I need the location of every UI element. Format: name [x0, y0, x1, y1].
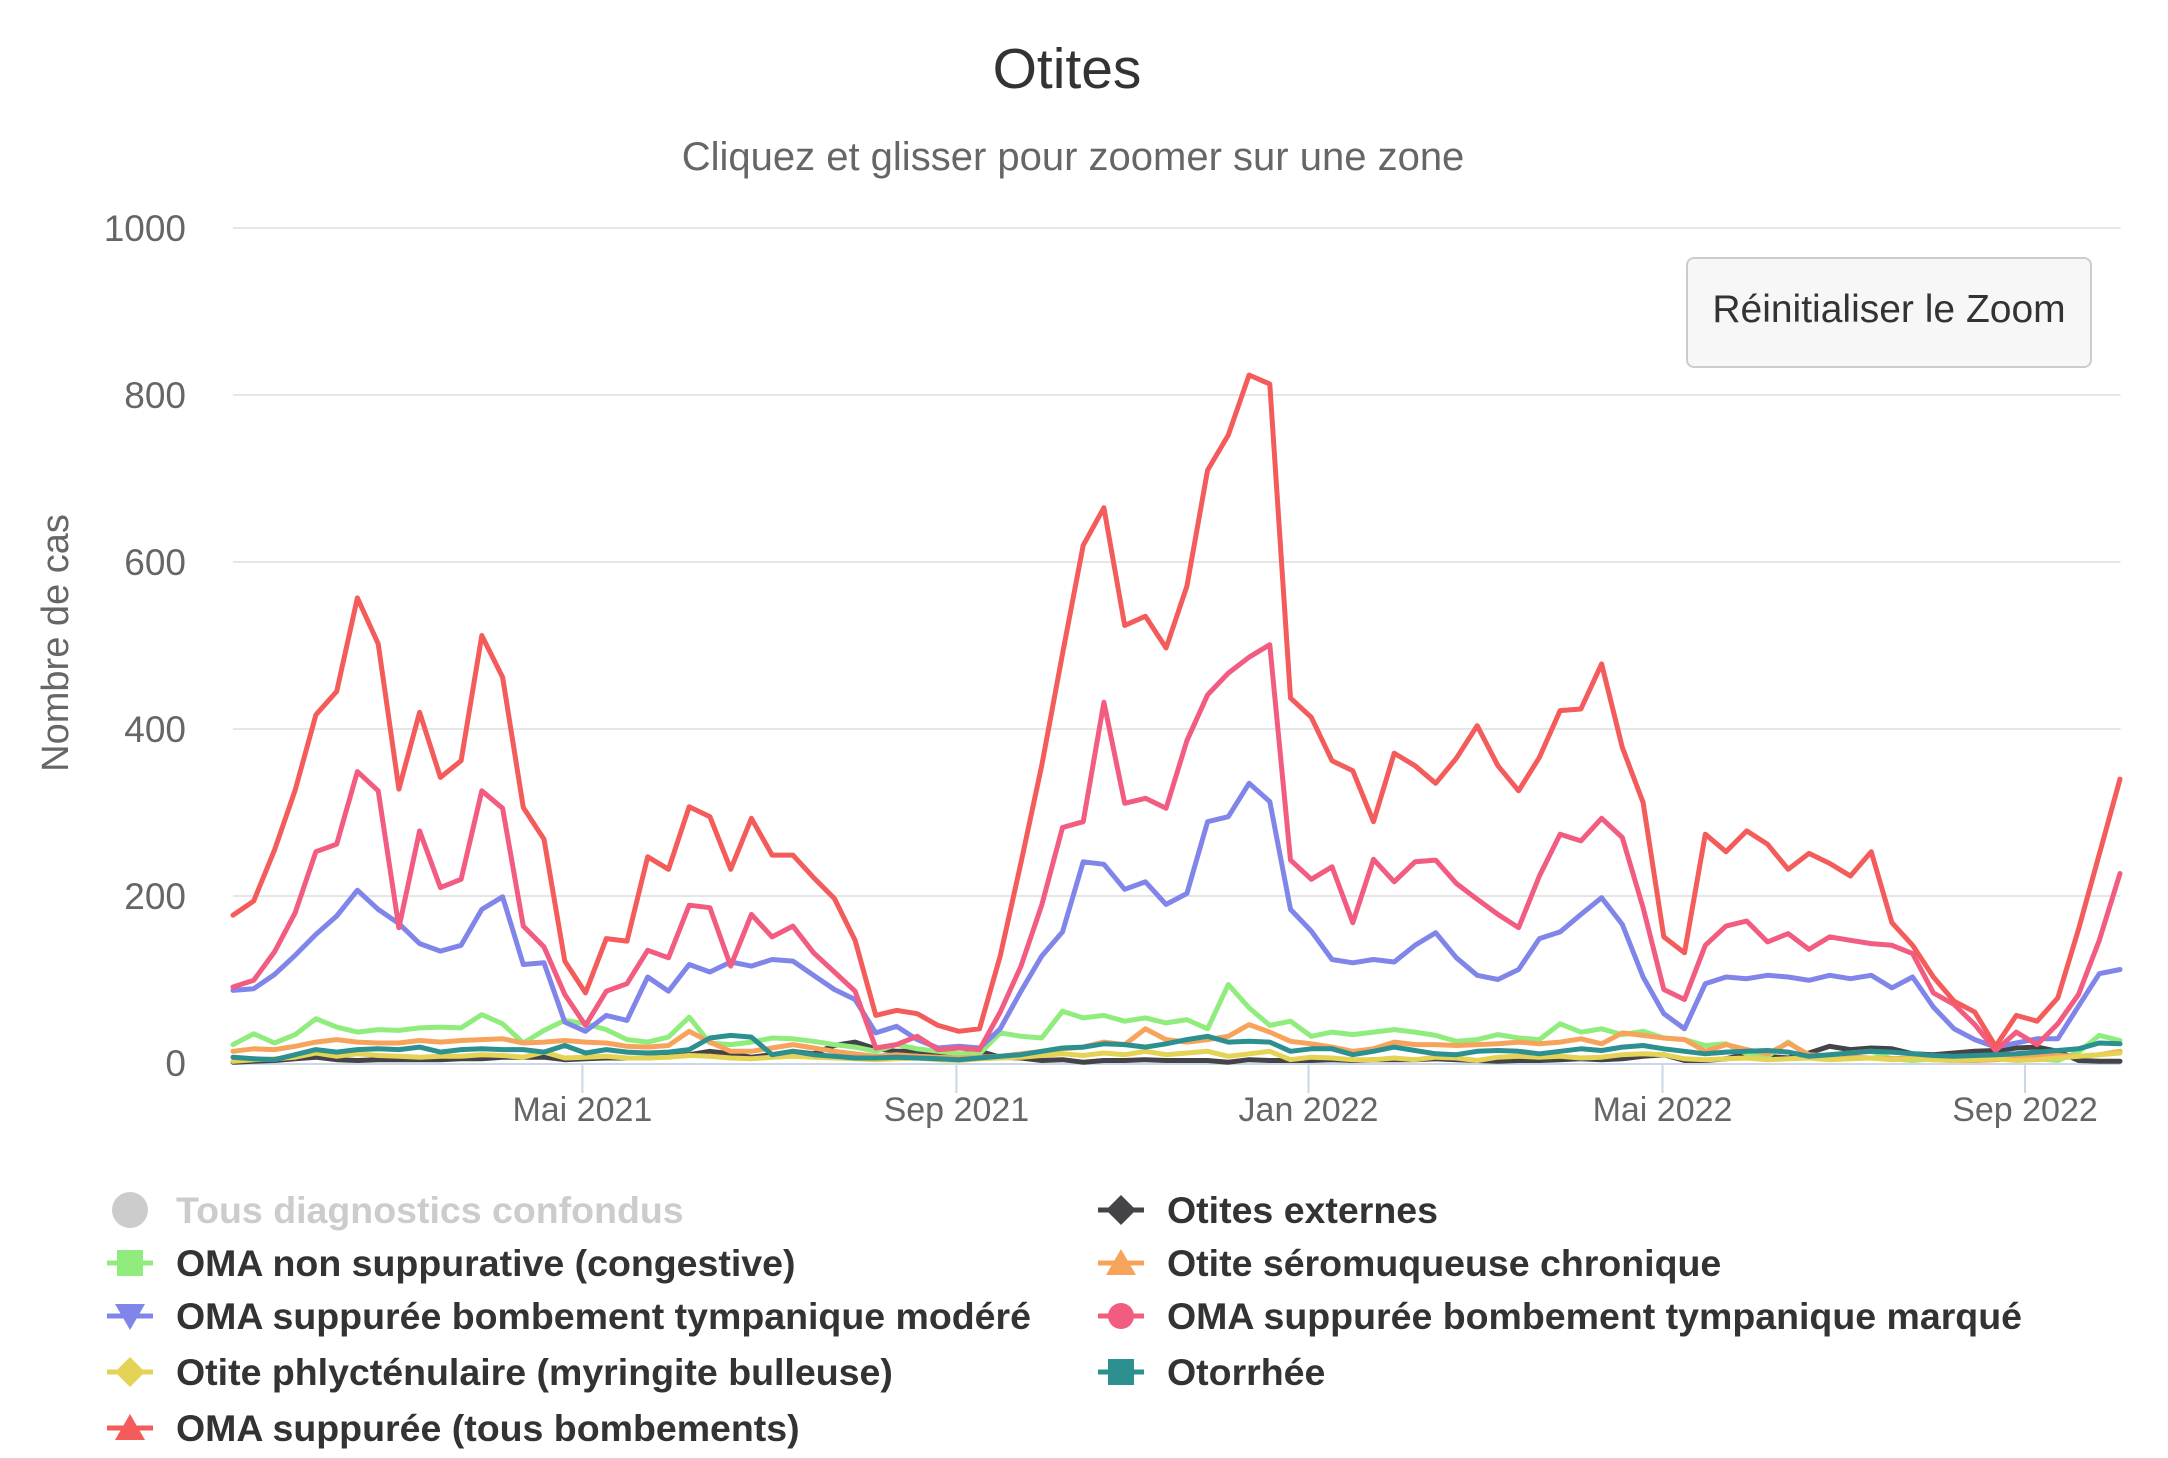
svg-text:OMA suppurée bombement tympani: OMA suppurée bombement tympanique marqué	[1167, 1295, 2022, 1337]
svg-text:OMA non suppurative (congestiv: OMA non suppurative (congestive)	[176, 1242, 796, 1284]
svg-text:Otites externes: Otites externes	[1167, 1189, 1438, 1231]
svg-text:Réinitialiser le Zoom: Réinitialiser le Zoom	[1712, 288, 2065, 331]
svg-text:Jan 2022: Jan 2022	[1239, 1091, 1379, 1129]
svg-text:OMA suppurée (tous bombements): OMA suppurée (tous bombements)	[176, 1407, 800, 1449]
svg-text:Sep 2021: Sep 2021	[884, 1091, 1030, 1129]
svg-text:Nombre de cas: Nombre de cas	[35, 514, 77, 772]
svg-text:800: 800	[124, 375, 186, 416]
svg-text:400: 400	[124, 709, 186, 750]
svg-text:Mai 2022: Mai 2022	[1593, 1091, 1733, 1129]
svg-text:1000: 1000	[104, 208, 186, 249]
svg-text:600: 600	[124, 542, 186, 583]
svg-text:Mai 2021: Mai 2021	[512, 1091, 652, 1129]
svg-text:OMA suppurée bombement tympani: OMA suppurée bombement tympanique modéré	[176, 1295, 1031, 1337]
svg-text:0: 0	[165, 1043, 186, 1084]
svg-text:Cliquez et glisser pour zoomer: Cliquez et glisser pour zoomer sur une z…	[682, 135, 1465, 179]
svg-text:Sep 2022: Sep 2022	[1952, 1091, 2098, 1129]
svg-text:Otite phlycténulaire (myringit: Otite phlycténulaire (myringite bulleuse…	[176, 1351, 893, 1393]
svg-text:Otite séromuqueuse chronique: Otite séromuqueuse chronique	[1167, 1242, 1721, 1284]
svg-text:Tous diagnostics confondus: Tous diagnostics confondus	[176, 1189, 684, 1231]
svg-text:200: 200	[124, 876, 186, 917]
svg-text:Otites: Otites	[993, 37, 1142, 101]
svg-text:Otorrhée: Otorrhée	[1167, 1351, 1325, 1393]
